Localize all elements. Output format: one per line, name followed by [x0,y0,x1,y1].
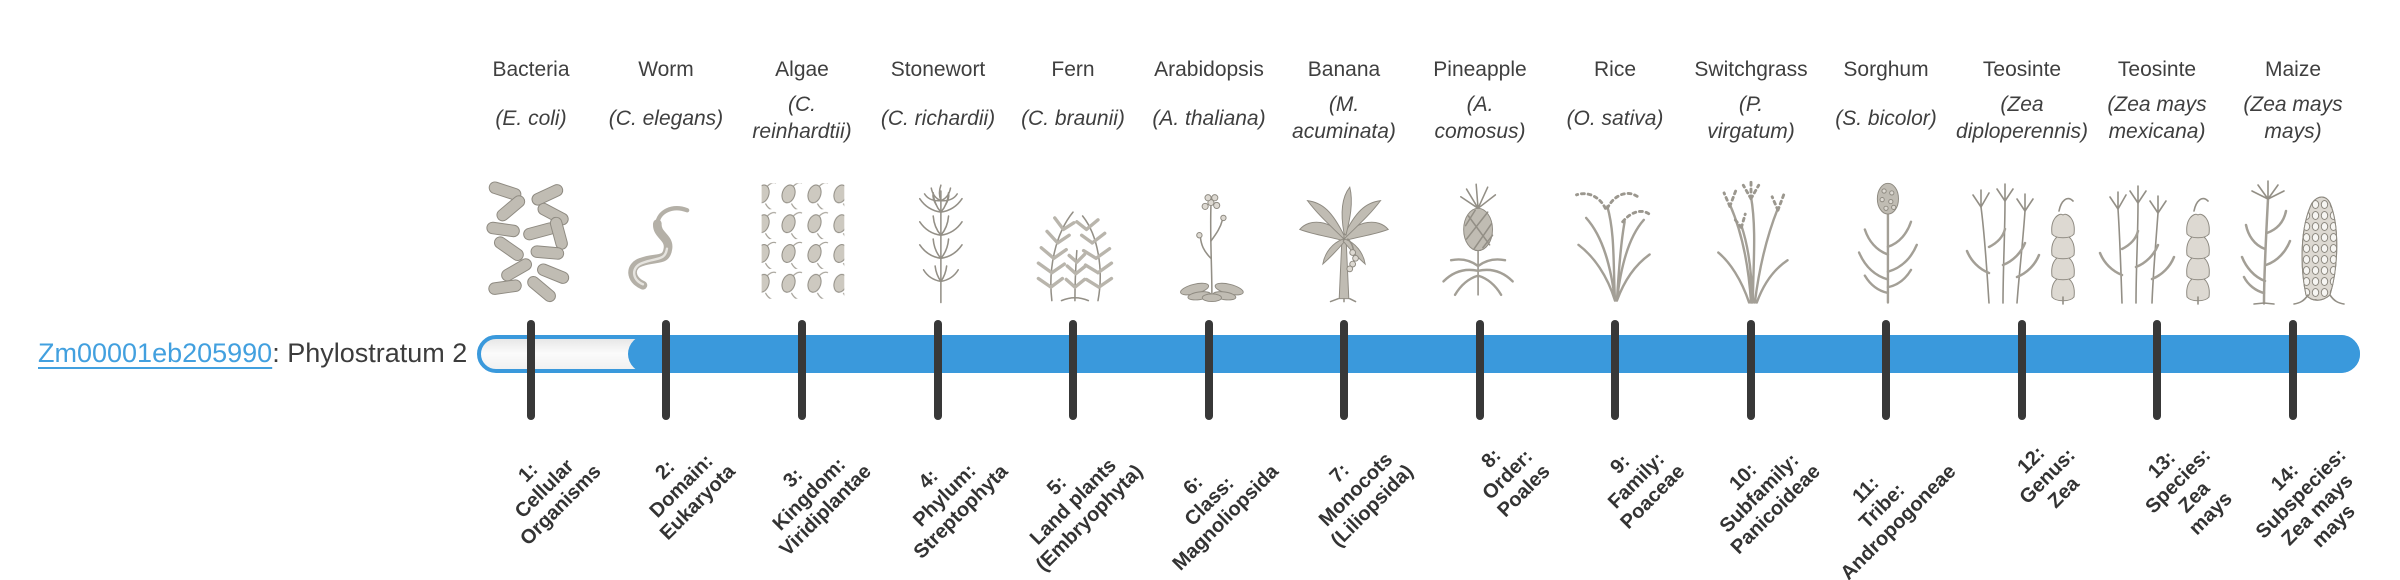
organism-scientific-name: (C. reinhardtii) [752,93,852,143]
switchgrass-icon [1701,177,1801,305]
phylostratum-tick-13 [2153,320,2161,420]
organism-scientific-name: (A. comosus) [1434,93,1526,143]
worm-icon [616,177,716,305]
organism-column: Arabidopsis (A. thaliana) [1144,57,1274,305]
stonewort-icon [888,177,988,305]
maize-icon [2230,177,2356,305]
sorghum-icon [1836,177,1936,305]
stratum-label: 11: Tribe: Andropogoneae [1836,460,1961,580]
gene-phylostratum-text: : Phylostratum 2 [272,338,468,368]
organism-scientific-name: (S. bicolor) [1835,106,1937,130]
gene-info: Zm00001eb205990: Phylostratum 2 [38,337,467,369]
banana-icon [1294,177,1394,305]
stratum-label: 7: Monocots (Liliopsida) [1315,448,1419,552]
organism-column: Stonewort (C. richardii) [873,57,1003,305]
organism-column: Worm (C. elegans) [601,57,731,305]
organism-scientific-name: (C. elegans) [608,106,724,130]
phylostratum-tick-2 [662,320,670,420]
pineapple-icon [1430,177,1530,305]
phylostratum-tick-10 [1747,320,1755,420]
organism-common-name: Rice [1593,58,1636,81]
phylostratum-tick-7 [1340,320,1348,420]
teosinte-mexicana-icon [2094,177,2220,305]
organism-scientific-name: (M. acuminata) [1292,93,1396,143]
organism-common-name: Maize [2264,58,2322,81]
phylostratum-tick-1 [527,320,535,420]
organism-scientific-name: (E. coli) [495,106,567,130]
organism-column: Pineapple (A. comosus) [1415,57,1545,305]
organism-common-name: Arabidopsis [1154,58,1264,81]
stratum-label: 6: Class: Magnoliopsida [1168,460,1284,576]
organism-common-name: Bacteria [492,58,570,81]
organism-common-name: Banana [1307,58,1381,81]
organism-common-name: Teosinte [2117,58,2197,81]
organism-column: Rice (O. sativa) [1550,57,1680,305]
organism-scientific-name: (Zea mays mays) [2243,93,2343,143]
algae-icon [752,177,852,305]
organism-scientific-name: (A. thaliana) [1152,106,1266,130]
phylostratum-tick-9 [1611,320,1619,420]
bacteria-icon [481,177,581,305]
organism-scientific-name: (O. sativa) [1566,106,1664,130]
organism-column: Switchgrass (P. virgatum) [1686,57,1816,305]
stratum-label: 5: Land plants (Embryophyta) [1025,454,1148,576]
organism-common-name: Algae [775,58,829,81]
organism-scientific-name: (Zea mays mexicana) [2107,93,2207,143]
phylostratum-tick-12 [2018,320,2026,420]
phylostrata-bar-fill [628,335,2360,373]
stratum-label: 12: Genus: Zea [2013,442,2084,513]
stratum-label: 13: Species: Zea mays [2141,444,2237,540]
phylostratum-tick-14 [2289,320,2297,420]
organism-scientific-name: (C. richardii) [880,106,996,130]
phylostratum-tick-6 [1205,320,1213,420]
stratum-label: 10: Subfamily: Panicoideae [1715,449,1826,559]
teosinte-diploperennis-icon [1959,177,2085,305]
organism-common-name: Fern [1051,58,1095,81]
stratum-label: 8: Order: Poales [1476,444,1555,522]
organism-common-name: Worm [638,58,694,81]
phylostratum-tick-5 [1069,320,1077,420]
phylostratum-tick-4 [934,320,942,420]
organism-column: Banana (M. acuminata) [1279,57,1409,305]
stratum-label: 1: Cellular Organisms [510,455,606,550]
stratum-label: 9: Family: Poaceae [1603,448,1690,534]
organism-common-name: Teosinte [1982,58,2062,81]
stratum-label: 4: Phylum: Streptophyta [908,459,1013,564]
phylostratum-tick-3 [798,320,806,420]
organism-scientific-name: (C. braunii) [1021,106,1125,130]
organism-column: Teosinte (Zea diploperennis) [1956,57,2088,305]
organism-column: Bacteria (E. coli) [466,57,596,305]
organism-scientific-name: (Zea diploperennis) [1956,93,2088,143]
organism-common-name: Stonewort [890,58,986,81]
organism-column: Teosinte (Zea mays mexicana) [2092,57,2222,305]
organism-column: Sorghum (S. bicolor) [1821,57,1951,305]
phylostratum-tick-11 [1882,320,1890,420]
gene-link[interactable]: Zm00001eb205990 [38,338,273,368]
organism-column: Algae (C. reinhardtii) [737,57,867,305]
stratum-label: 14: Subspecies: Zea mays mays [2251,444,2360,553]
stratum-label: 3: Kingdom: Viridiplantae [768,453,877,561]
fern-icon [1023,177,1123,305]
organism-common-name: Switchgrass [1694,58,1808,81]
phylostratum-tick-8 [1476,320,1484,420]
organism-common-name: Pineapple [1433,58,1527,81]
organism-scientific-name: (P. virgatum) [1707,93,1795,143]
organism-column: Fern (C. braunii) [1008,57,1138,305]
organism-column: Maize (Zea mays mays) [2228,57,2358,305]
stratum-label: 2: Domain: Eukaryota [645,450,741,545]
arabidopsis-icon [1159,177,1259,305]
organism-common-name: Sorghum [1843,58,1929,81]
rice-icon [1565,177,1665,305]
